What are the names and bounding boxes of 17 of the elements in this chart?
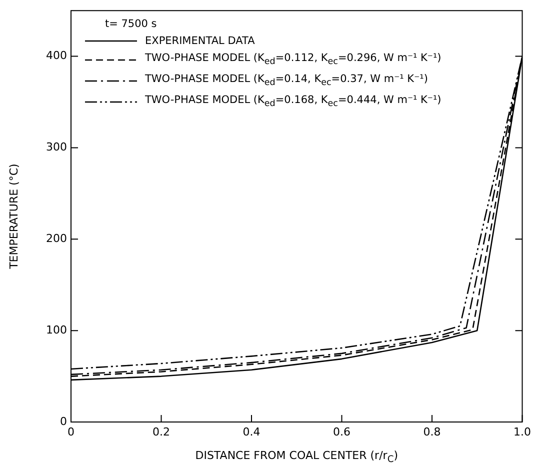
legend-label: TWO-PHASE MODEL (K$_{ed}$=0.112, K$_{ec}$=0.296, W m⁻¹ K⁻¹) [145, 50, 442, 69]
x-tick-label: 0.2 [152, 425, 170, 438]
legend-label: TWO-PHASE MODEL (K$_{ed}$=0.168, K$_{ec}$=0.444, W m⁻¹ K⁻¹) [145, 92, 442, 111]
y-tick-label: 100 [46, 323, 67, 336]
y-tick-label: 400 [46, 49, 67, 62]
legend-title: t= 7500 s [105, 16, 158, 32]
x-tick-label: 0.4 [242, 425, 260, 438]
x-tick-label: 0.8 [423, 425, 441, 438]
x-tick-label: 1.0 [514, 425, 532, 438]
y-tick-label: 300 [46, 140, 67, 154]
y-tick-label: 200 [46, 232, 67, 246]
y-tick-label: 0 [60, 414, 67, 428]
y-axis-title: TEMPERATURE (°C) [7, 164, 20, 270]
x-axis-title: DISTANCE FROM COAL CENTER (r/r$_{C}$) [194, 449, 400, 466]
x-tick-label: 0.6 [333, 425, 350, 438]
legend-label: EXPERIMENTAL DATA [145, 34, 255, 49]
legend-label: TWO-PHASE MODEL (K$_{ed}$=0.14, K$_{ec}$=0.37, W m⁻¹ K⁻¹) [145, 72, 428, 90]
